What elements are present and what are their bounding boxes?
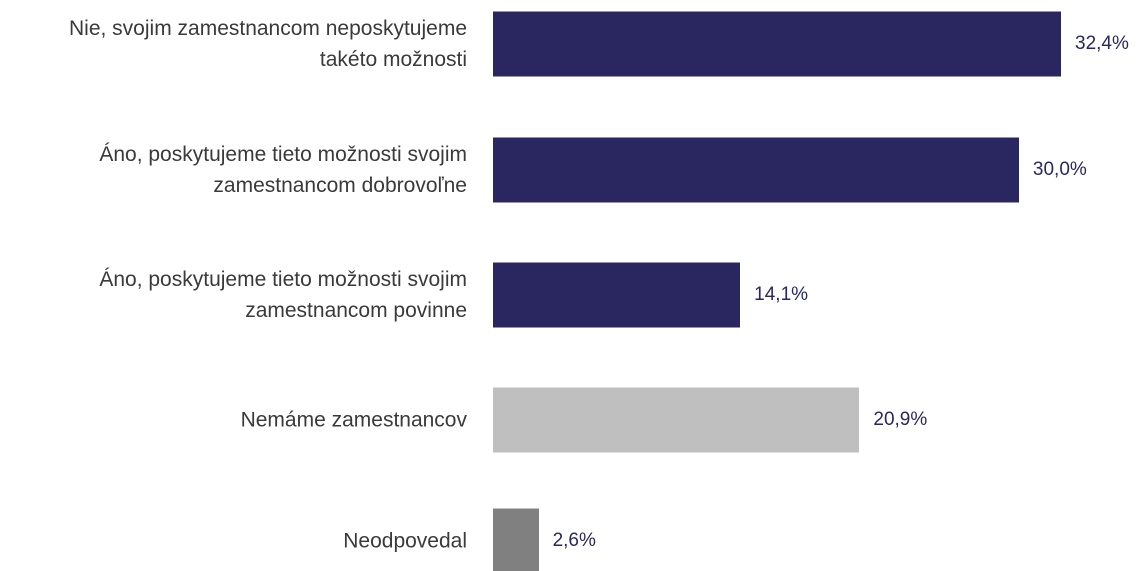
category-label: Áno, poskytujeme tieto možnosti svojim z… <box>99 143 467 197</box>
value-label: 2,6% <box>552 530 596 551</box>
bar <box>493 137 1019 203</box>
category-label: Neodpovedal <box>343 529 467 553</box>
bar <box>493 11 1061 77</box>
value-label: 32,4% <box>1075 33 1129 54</box>
value-label: 30,0% <box>1032 159 1087 180</box>
bar <box>493 508 539 571</box>
bar <box>493 262 741 328</box>
category-label: Nie, svojim zamestnancom neposkytujeme t… <box>69 17 467 71</box>
value-label: 14,1% <box>754 284 809 305</box>
category-label: Nemáme zamestnancov <box>240 408 467 432</box>
bar <box>493 387 860 453</box>
category-label: Áno, poskytujeme tieto možnosti svojim z… <box>99 268 467 322</box>
value-label: 20,9% <box>873 409 928 430</box>
